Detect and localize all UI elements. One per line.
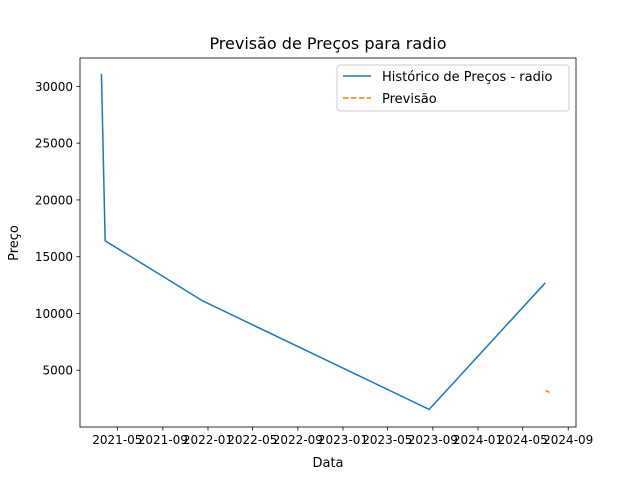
x-tick-label: 2022-05 [227, 433, 277, 447]
x-tick-label: 2021-09 [138, 433, 188, 447]
x-tick-label: 2024-01 [453, 433, 503, 447]
x-tick-label: 2022-01 [183, 433, 233, 447]
legend-frame [336, 64, 570, 112]
x-tick-label: 2024-05 [498, 433, 548, 447]
series-layer [100, 73, 550, 411]
y-tick-label: 25000 [35, 137, 73, 151]
y-tick-label: 30000 [35, 80, 73, 94]
x-tick-label: 2023-01 [318, 433, 368, 447]
x-tick-label: 2022-09 [273, 433, 323, 447]
legend-label-historico: Histórico de Preços - radio [382, 70, 552, 85]
x-axis-label: Data [312, 456, 343, 471]
chart-title: Previsão de Preços para radio [209, 34, 446, 53]
legend: Histórico de Preços - radio Previsão [336, 64, 570, 112]
y-axis-label: Preço [7, 225, 22, 261]
x-tick-label: 2023-05 [362, 433, 412, 447]
y-tick-label: 5000 [42, 364, 73, 378]
series-line-previsao [545, 389, 550, 394]
x-tick-label: 2023-09 [408, 433, 458, 447]
axes-spines [79, 57, 577, 428]
axes-layer: 2021-052021-092022-012022-052022-092023-… [35, 57, 593, 447]
plot-frame [80, 58, 576, 427]
y-tick-label: 15000 [35, 250, 73, 264]
legend-label-previsao: Previsão [382, 92, 437, 107]
series-line-historico [100, 73, 546, 411]
y-tick-label: 20000 [35, 193, 73, 207]
y-tick-label: 10000 [35, 307, 73, 321]
x-tick-label: 2021-05 [92, 433, 142, 447]
x-tick-label: 2024-09 [543, 433, 593, 447]
plot-area: 2021-052021-092022-012022-052022-092023-… [35, 57, 593, 447]
